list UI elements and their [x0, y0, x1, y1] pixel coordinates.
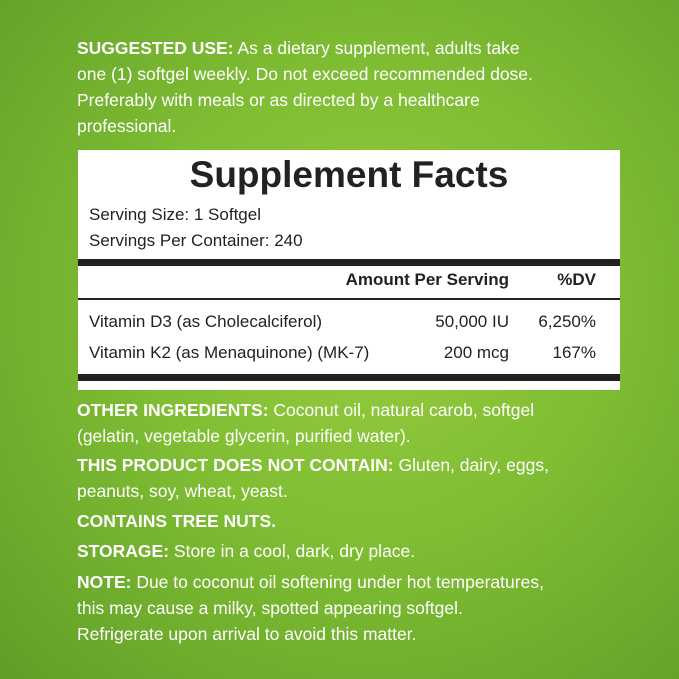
does-not-contain: THIS PRODUCT DOES NOT CONTAIN: Gluten, d… — [77, 455, 549, 501]
servings-per-container: Servings Per Container: 240 — [89, 231, 303, 250]
contains-tree-nuts: CONTAINS TREE NUTS. — [77, 511, 276, 531]
suggested-use-label: SUGGESTED USE: — [77, 38, 234, 58]
divider-thick-bottom — [78, 374, 620, 381]
header-amount: Amount Per Serving — [345, 270, 509, 289]
facts-title: Supplement Facts — [189, 154, 509, 195]
serving-size: Serving Size: 1 Softgel — [89, 205, 261, 224]
divider-thin — [78, 298, 620, 300]
header-dv: %DV — [557, 270, 596, 289]
divider-thick — [78, 259, 620, 266]
other-ingredients: OTHER INGREDIENTS: Coconut oil, natural … — [77, 400, 535, 446]
storage: STORAGE: Store in a cool, dark, dry plac… — [77, 541, 416, 561]
supplement-facts-panel: Supplement Facts Serving Size: 1 Softgel… — [78, 150, 620, 390]
note: NOTE: Due to coconut oil softening under… — [77, 572, 544, 644]
suggested-use: SUGGESTED USE: As a dietary supplement, … — [77, 38, 533, 136]
